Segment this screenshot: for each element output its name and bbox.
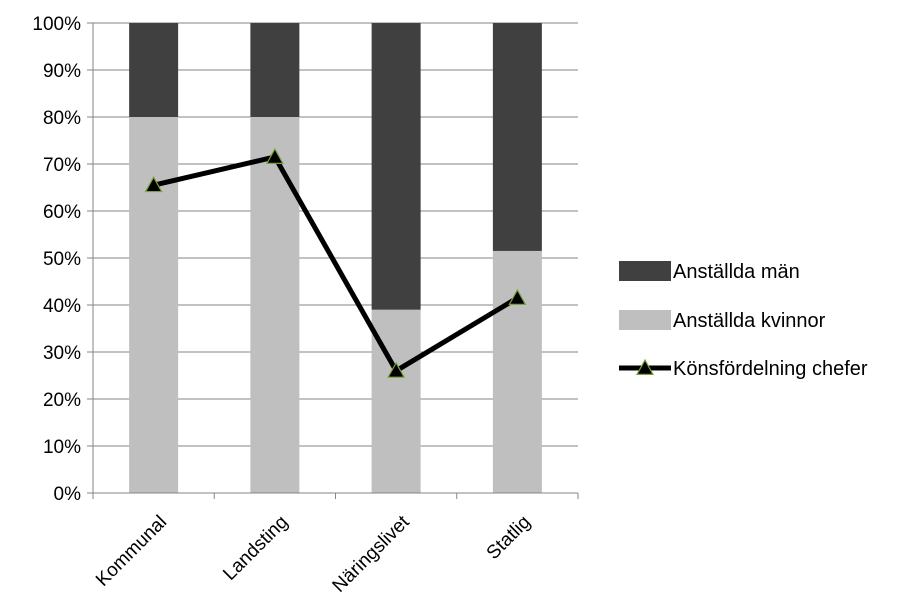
y-tick-label: 90% <box>43 61 81 82</box>
legend-item-konsfordelning-chefer: Könsfördelning chefer <box>619 358 868 380</box>
marker-kommunal <box>144 175 163 193</box>
y-tick-label: 70% <box>43 155 81 176</box>
legend-label: Anställda kvinnor <box>673 310 826 332</box>
bar-anstallda-man-naringslivet <box>371 23 421 310</box>
bar-anstallda-man-landsting <box>250 23 300 117</box>
y-tick-label: 40% <box>43 296 81 317</box>
legend-swatch <box>619 261 671 281</box>
marker-statlig <box>508 288 527 305</box>
legend-item-anstallda-man: Anställda män <box>619 261 800 283</box>
y-tick-label: 0% <box>54 484 82 505</box>
legend-marker <box>635 358 655 375</box>
legend-label: Anställda män <box>673 261 800 283</box>
x-tick-label-statlig: Statlig <box>483 512 535 564</box>
bar-anstallda-kvinnor-landsting <box>250 117 300 493</box>
x-tick-labels: Kommunal Landsting Näringslivet Statlig <box>92 511 535 597</box>
y-tick-labels: 0% 10% 20% 30% 40% 50% 60% 70% 80% 90% 100% <box>32 14 81 505</box>
x-tick-label-kommunal: Kommunal <box>92 512 171 591</box>
line-series <box>144 147 527 378</box>
line-konsfordelning-chefer <box>153 154 519 374</box>
y-tick-label: 50% <box>43 249 81 270</box>
bar-anstallda-man-statlig <box>492 23 542 251</box>
marker-naringslivet <box>387 361 406 378</box>
bar-anstallda-man-kommunal <box>129 23 179 117</box>
y-tick-label: 20% <box>43 390 81 411</box>
y-tick-label: 100% <box>32 14 81 35</box>
marker-landsting <box>265 147 284 164</box>
bar-anstallda-kvinnor-kommunal <box>129 117 179 493</box>
legend-label: Könsfördelning chefer <box>673 358 868 380</box>
x-tick-label-naringslivet: Näringslivet <box>329 511 415 597</box>
legend-item-anstallda-kvinnor: Anställda kvinnor <box>619 310 826 332</box>
y-tick-label: 80% <box>43 108 81 129</box>
y-tick-label: 10% <box>43 437 81 458</box>
y-tick-label: 60% <box>43 202 81 223</box>
x-tick-label-landsting: Landsting <box>219 512 292 585</box>
legend: Anställda män Anställda kvinnor Könsfördel… <box>619 261 868 380</box>
legend-swatch <box>619 310 671 330</box>
bar-anstallda-kvinnor-statlig <box>492 250 542 493</box>
y-tick-label: 30% <box>43 343 81 364</box>
axes <box>87 22 579 499</box>
